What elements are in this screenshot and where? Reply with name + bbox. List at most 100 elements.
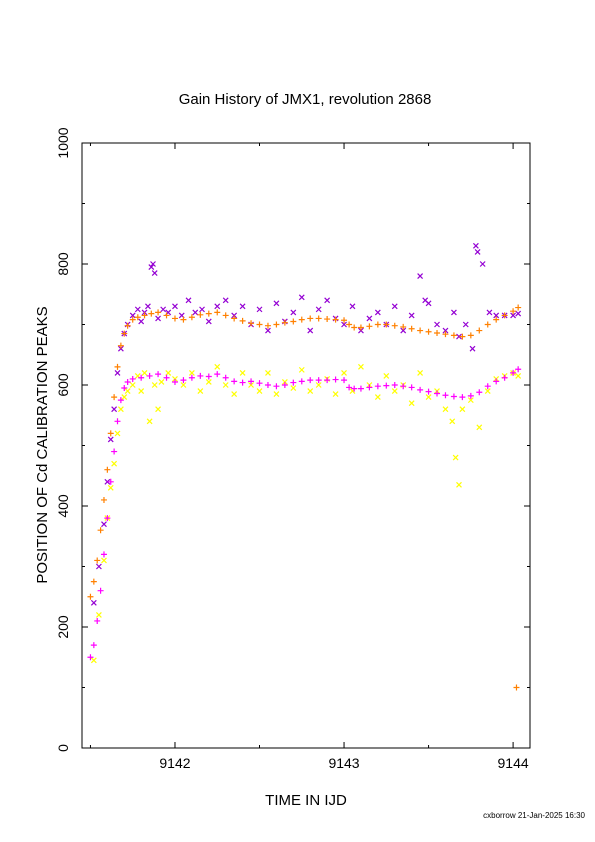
data-point: [141, 369, 148, 376]
data-point: [180, 382, 187, 388]
data-point: [121, 385, 128, 392]
data-point: [239, 303, 246, 310]
data-point: [391, 303, 398, 310]
data-point: [172, 303, 178, 310]
data-marks: [87, 242, 522, 691]
data-point: [104, 466, 111, 473]
data-point: [298, 378, 305, 385]
data-point: [248, 320, 255, 327]
data-point: [264, 382, 271, 388]
data-point: [442, 331, 449, 338]
data-point: [472, 242, 479, 249]
data-point: [374, 309, 381, 316]
data-point: [324, 377, 331, 384]
data-point: [513, 684, 520, 691]
data-point: [205, 310, 212, 317]
data-point: [163, 312, 170, 319]
data-point: [417, 273, 424, 280]
data-point: [104, 515, 111, 522]
data-point: [324, 316, 331, 323]
data-point: [90, 599, 97, 606]
data-point: [383, 382, 390, 389]
data-point: [199, 306, 205, 313]
data-point: [160, 306, 167, 313]
data-point: [138, 374, 145, 381]
data-point: [417, 327, 424, 334]
data-point: [434, 390, 441, 397]
data-point: [138, 318, 145, 325]
data-point: [214, 303, 221, 310]
data-point: [450, 332, 457, 339]
data-point: [101, 521, 107, 528]
data-point: [222, 382, 229, 388]
data-point: [479, 261, 486, 267]
x-axis-label: TIME IN IJD: [265, 792, 347, 809]
data-point: [391, 382, 398, 388]
data-point: [265, 369, 271, 376]
data-point: [459, 406, 466, 413]
data-point: [180, 316, 187, 323]
data-point: [341, 369, 347, 376]
data-point: [366, 315, 373, 322]
data-point: [442, 406, 449, 413]
data-point: [425, 328, 432, 335]
data-point: [205, 379, 212, 385]
data-point: [400, 383, 407, 390]
data-point: [493, 378, 500, 385]
data-point: [408, 400, 415, 407]
y-tick-label: 1000: [55, 127, 71, 158]
data-point: [456, 481, 462, 488]
data-point: [456, 333, 462, 340]
data-point: [222, 312, 229, 319]
data-point: [515, 304, 522, 311]
data-point: [341, 377, 348, 384]
data-point: [97, 527, 104, 534]
data-point: [408, 384, 415, 391]
data-point: [434, 329, 441, 336]
data-point: [357, 385, 364, 392]
data-point: [146, 372, 153, 379]
data-point: [351, 324, 358, 331]
data-point: [121, 330, 128, 337]
data-point: [231, 315, 238, 322]
data-point: [273, 391, 280, 397]
data-point: [315, 315, 322, 322]
data-point: [391, 388, 398, 394]
data-point: [273, 321, 280, 328]
data-point: [100, 496, 107, 503]
data-point: [450, 393, 457, 400]
data-point: [281, 382, 288, 388]
data-point: [155, 371, 162, 378]
data-point: [324, 297, 331, 304]
data-point: [510, 308, 517, 315]
series-2: [87, 304, 522, 691]
series-1: [90, 363, 522, 664]
data-point: [467, 397, 474, 404]
data-point: [383, 373, 390, 379]
data-point: [332, 391, 339, 397]
data-point: [231, 391, 238, 397]
data-point: [515, 373, 522, 379]
data-point: [124, 388, 131, 394]
data-point: [141, 312, 148, 319]
y-axis-label: POSITION OF Cd CALIBRATION PEAKS: [34, 306, 51, 583]
data-point: [124, 378, 131, 385]
data-point: [417, 386, 424, 393]
data-point: [467, 332, 474, 339]
data-point: [104, 478, 111, 485]
data-point: [408, 312, 415, 319]
chart-title: Gain History of JMX1, revolution 2868: [179, 91, 432, 108]
data-point: [141, 309, 148, 316]
data-point: [417, 369, 424, 376]
data-point: [214, 363, 221, 370]
data-point: [484, 388, 491, 394]
data-point: [155, 406, 161, 413]
data-point: [273, 300, 280, 307]
data-point: [205, 373, 212, 380]
data-point: [290, 309, 297, 316]
data-point: [107, 430, 114, 437]
data-point: [129, 375, 136, 382]
data-point: [114, 430, 121, 437]
data-point: [256, 380, 263, 387]
